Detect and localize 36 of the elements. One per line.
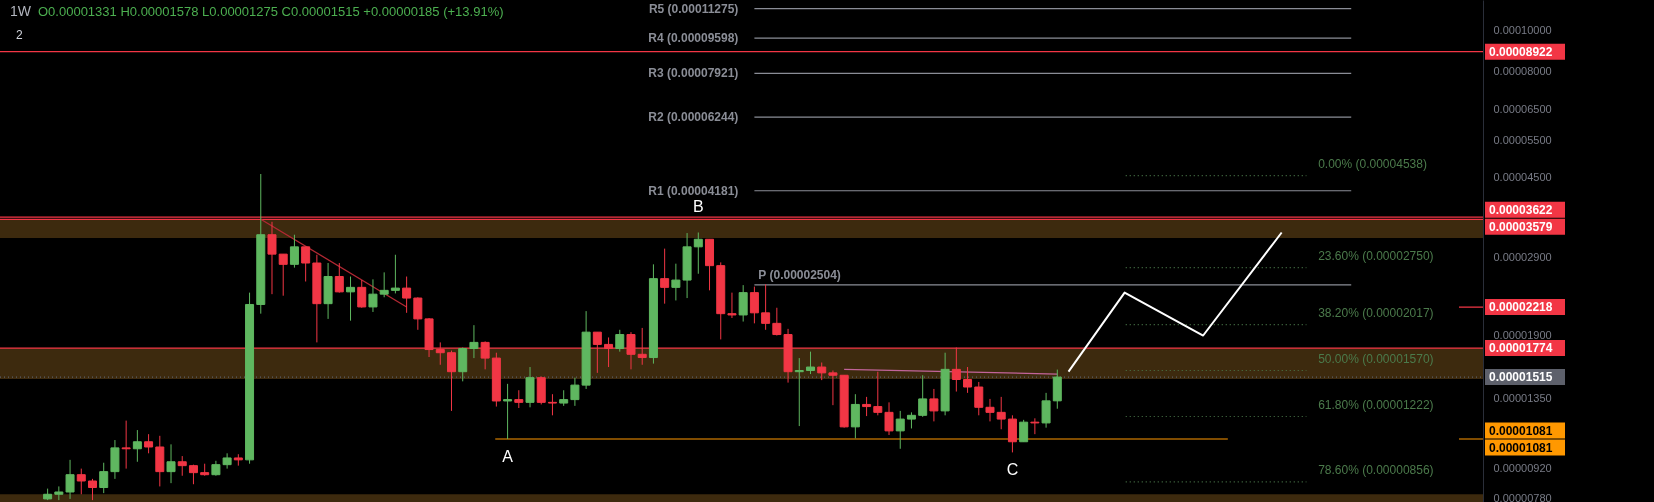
ref-line-label: 0.00001081 xyxy=(1489,423,1553,438)
ref-line-label: 0.00001774 xyxy=(1489,341,1553,356)
annotation: C xyxy=(1006,461,1019,479)
ref-line-label: 0.00003579 xyxy=(1489,219,1553,234)
ref-line-label: 0.00001515 xyxy=(1489,370,1553,385)
annotation: A xyxy=(502,448,514,466)
y-tick-label: 0.00001900 xyxy=(1493,329,1552,341)
annotation: B xyxy=(692,197,704,215)
ref-line-label: 38.20% (0.00002017) xyxy=(1318,305,1434,320)
ref-line-label: 61.80% (0.00001222) xyxy=(1318,397,1434,412)
y-tick-label: 0.00006500 xyxy=(1493,103,1552,116)
y-tick-label: 0.00004500 xyxy=(1493,170,1552,183)
y-tick-label: 0.00010000 xyxy=(1493,24,1552,37)
text: 2 xyxy=(16,28,23,42)
y-tick-label: 0.00005500 xyxy=(1493,133,1552,146)
y-tick-label: 0.00002900 xyxy=(1493,251,1552,264)
ref-line-label: 50.00% (0.00001570) xyxy=(1318,351,1434,366)
ref-line-label: P (0.00002504) xyxy=(758,267,841,282)
ref-line-label: 0.00% (0.00004538) xyxy=(1318,156,1427,171)
ref-line-label: 0.00003622 xyxy=(1489,202,1553,217)
ref-line-label: R2 (0.00006244) xyxy=(648,110,739,125)
ref-line-label: R1 (0.00004181) xyxy=(648,183,739,198)
text: 0.00001081 xyxy=(1489,440,1553,455)
ref-line-label: R3 (0.00007921) xyxy=(648,66,739,81)
y-tick-label: 0.00000920 xyxy=(1493,462,1552,475)
ref-line-label: 0.00002218 xyxy=(1489,300,1553,315)
ref-line-label: 78.60% (0.00000856) xyxy=(1318,462,1434,477)
annotation: O0.00001331 H0.00001578 L0.00001275 C0.00001515 +0.00000185 (+13.91%) xyxy=(38,4,504,19)
ref-line-label: 23.60% (0.00002750) xyxy=(1318,248,1434,263)
ref-line-label: R4 (0.00009598) xyxy=(648,31,739,46)
y-tick-label: 0.00001350 xyxy=(1493,391,1552,404)
ref-line-label: R5 (0.00011275) xyxy=(648,1,739,16)
y-tick-label: 0.00000780 xyxy=(1493,492,1552,502)
ref-line-label: 0.00008922 xyxy=(1489,44,1553,59)
chart-title: 1W xyxy=(10,3,32,19)
y-tick-label: 0.00008000 xyxy=(1493,65,1552,78)
